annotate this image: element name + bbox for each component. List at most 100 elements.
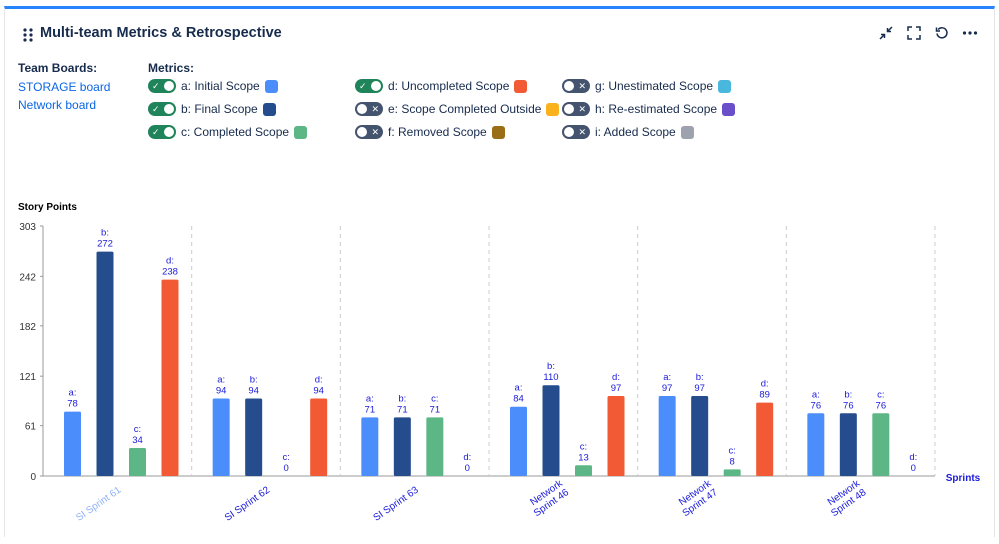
y-axis-title: Story Points bbox=[18, 202, 77, 213]
data-label-value: 13 bbox=[578, 452, 589, 463]
data-label-key: a: bbox=[663, 372, 671, 383]
metric-label: i: Added Scope bbox=[595, 125, 676, 139]
toggle-switch[interactable]: ✕ bbox=[355, 102, 383, 116]
metric-toggle-i[interactable]: ✕ i: Added Scope bbox=[562, 123, 694, 141]
metric-toggle-d[interactable]: ✓ d: Uncompleted Scope bbox=[355, 77, 528, 95]
metric-label: d: Uncompleted Scope bbox=[388, 79, 510, 93]
toggle-switch[interactable]: ✓ bbox=[148, 79, 176, 93]
toggle-switch[interactable]: ✕ bbox=[562, 102, 590, 116]
more-icon[interactable] bbox=[960, 23, 980, 43]
data-label-value: 8 bbox=[730, 456, 735, 467]
bar-d bbox=[607, 395, 625, 476]
data-label-value: 97 bbox=[662, 383, 673, 394]
toggle-switch[interactable]: ✕ bbox=[355, 125, 383, 139]
y-tick-label: 0 bbox=[30, 472, 36, 483]
data-label-key: d: bbox=[315, 374, 323, 385]
data-label-key: b: bbox=[398, 393, 406, 404]
metric-toggle-a[interactable]: ✓ a: Initial Scope bbox=[148, 77, 278, 95]
bar-b bbox=[245, 398, 263, 476]
data-label-key: a: bbox=[812, 389, 820, 400]
data-label-key: d: bbox=[166, 256, 174, 267]
data-label-value: 238 bbox=[162, 267, 178, 278]
data-label-key: d: bbox=[909, 452, 917, 463]
toggle-switch[interactable]: ✕ bbox=[562, 79, 590, 93]
x-tick-label[interactable]: SI Sprint 63 bbox=[372, 484, 421, 523]
bar-a bbox=[510, 406, 527, 476]
metric-toggle-e[interactable]: ✕ e: Scope Completed Outside bbox=[355, 100, 560, 118]
metric-toggle-f[interactable]: ✕ f: Removed Scope bbox=[355, 123, 505, 141]
metric-label: f: Removed Scope bbox=[388, 125, 487, 139]
drag-handle-icon[interactable] bbox=[23, 28, 33, 42]
bar-b bbox=[542, 385, 560, 476]
data-label-value: 97 bbox=[694, 383, 705, 394]
data-label-value: 76 bbox=[876, 400, 887, 411]
bar-a bbox=[807, 413, 825, 476]
x-tick-label[interactable]: NetworkSprint 46 bbox=[526, 478, 572, 520]
grouped-bar-chart: Story Points061121182242303Sprintsa:78b:… bbox=[18, 202, 981, 524]
data-label-key: a: bbox=[217, 374, 225, 385]
data-label-value: 94 bbox=[248, 385, 259, 396]
bar-a bbox=[64, 411, 81, 476]
team-boards: Team Boards: STORAGE board Network board bbox=[18, 61, 110, 116]
data-label-key: b: bbox=[844, 389, 852, 400]
metric-toggle-h[interactable]: ✕ h: Re-estimated Scope bbox=[562, 100, 736, 118]
bar-d bbox=[161, 279, 179, 476]
metric-color-swatch bbox=[262, 102, 276, 116]
data-label-value: 34 bbox=[132, 435, 143, 446]
x-tick-label-line: SI Sprint 61 bbox=[74, 484, 123, 523]
x-tick-label[interactable]: NetworkSprint 47 bbox=[674, 478, 720, 520]
y-tick-label: 303 bbox=[19, 222, 36, 233]
toggle-switch[interactable]: ✓ bbox=[355, 79, 383, 93]
bar-d bbox=[756, 402, 774, 476]
data-label-value: 0 bbox=[911, 463, 916, 474]
metric-toggle-b[interactable]: ✓ b: Final Scope bbox=[148, 100, 276, 118]
data-label-key: d: bbox=[761, 379, 769, 390]
data-label-value: 0 bbox=[284, 463, 289, 474]
data-label-value: 0 bbox=[465, 463, 470, 474]
data-label-key: b: bbox=[696, 372, 704, 383]
data-label-key: d: bbox=[463, 452, 471, 463]
toggle-switch[interactable]: ✓ bbox=[148, 102, 176, 116]
check-icon: ✓ bbox=[152, 104, 160, 114]
bar-b bbox=[393, 417, 411, 476]
data-label-value: 71 bbox=[365, 404, 376, 415]
cross-icon: ✕ bbox=[371, 127, 379, 137]
metric-color-swatch bbox=[680, 125, 694, 139]
cross-icon: ✕ bbox=[371, 104, 379, 114]
metrics-label: Metrics: bbox=[148, 61, 195, 75]
data-label-key: c: bbox=[431, 393, 438, 404]
metric-toggle-g[interactable]: ✕ g: Unestimated Scope bbox=[562, 77, 732, 95]
board-link-storage[interactable]: STORAGE board bbox=[18, 80, 111, 94]
data-label-key: c: bbox=[282, 452, 289, 463]
cross-icon: ✕ bbox=[578, 104, 586, 114]
y-tick-label: 182 bbox=[19, 322, 36, 333]
board-link-network[interactable]: Network board bbox=[18, 98, 97, 112]
metric-color-swatch bbox=[294, 125, 308, 139]
check-icon: ✓ bbox=[152, 81, 160, 91]
metric-toggle-c[interactable]: ✓ c: Completed Scope bbox=[148, 123, 308, 141]
metric-label: a: Initial Scope bbox=[181, 79, 260, 93]
data-label-key: b: bbox=[547, 361, 555, 372]
toggle-switch[interactable]: ✓ bbox=[148, 125, 176, 139]
minimize-icon[interactable] bbox=[876, 23, 896, 43]
data-label-value: 94 bbox=[216, 385, 227, 396]
data-label-value: 84 bbox=[513, 394, 524, 405]
x-tick-label[interactable]: NetworkSprint 48 bbox=[823, 478, 869, 520]
metric-color-swatch bbox=[264, 79, 278, 93]
refresh-icon[interactable] bbox=[932, 23, 952, 43]
data-label-key: c: bbox=[877, 389, 884, 400]
x-tick-label[interactable]: SI Sprint 62 bbox=[223, 484, 272, 523]
bar-c bbox=[575, 465, 592, 476]
toggle-switch[interactable]: ✕ bbox=[562, 125, 590, 139]
fullscreen-icon[interactable] bbox=[904, 23, 924, 43]
check-icon: ✓ bbox=[152, 127, 160, 137]
x-tick-label-line: SI Sprint 63 bbox=[372, 484, 421, 523]
data-label-key: a: bbox=[366, 393, 374, 404]
x-axis-title: Sprints bbox=[946, 473, 981, 484]
dashboard-gadget: Multi-team Metrics & Retrospective Team … bbox=[4, 6, 995, 537]
data-label-value: 76 bbox=[843, 400, 854, 411]
metric-label: e: Scope Completed Outside bbox=[388, 102, 542, 116]
data-label-value: 89 bbox=[759, 390, 770, 401]
bar-c bbox=[723, 469, 741, 476]
x-tick-label[interactable]: SI Sprint 61 bbox=[74, 484, 123, 523]
